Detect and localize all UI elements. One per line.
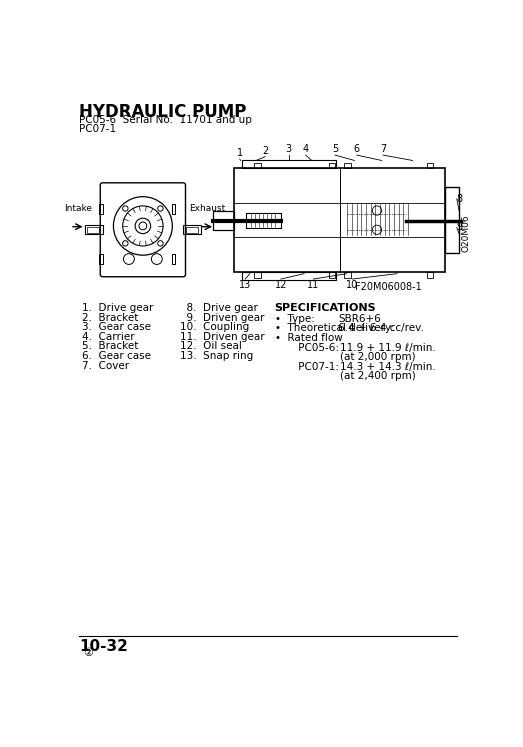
Text: F20M06008-1: F20M06008-1 — [355, 282, 422, 292]
Text: 4.  Carrier: 4. Carrier — [83, 332, 135, 342]
Text: SPECIFICATIONS: SPECIFICATIONS — [275, 303, 376, 313]
Text: PC07-1: PC07-1 — [79, 123, 117, 134]
Text: •  Theoretical delivery:: • Theoretical delivery: — [275, 323, 394, 333]
Text: 10: 10 — [346, 280, 358, 290]
Text: 6: 6 — [354, 144, 360, 155]
Text: HYDRAULIC PUMP: HYDRAULIC PUMP — [79, 103, 247, 121]
Text: 2.  Bracket: 2. Bracket — [83, 312, 139, 323]
Bar — [99, 204, 103, 214]
Text: 3: 3 — [286, 144, 292, 155]
Text: •  Type:: • Type: — [275, 314, 314, 323]
Bar — [186, 226, 198, 233]
Text: 8.  Drive gear: 8. Drive gear — [180, 303, 258, 313]
Text: 2: 2 — [262, 146, 268, 156]
Text: 13.  Snap ring: 13. Snap ring — [180, 351, 253, 361]
Text: PC05-6:: PC05-6: — [282, 343, 339, 353]
Text: 8: 8 — [457, 194, 463, 204]
Text: Exhaust: Exhaust — [189, 204, 225, 213]
Text: 5.  Bracket: 5. Bracket — [83, 341, 139, 351]
Bar — [329, 272, 335, 278]
Text: •  Rated flow: • Rated flow — [275, 333, 343, 343]
Bar — [255, 272, 260, 278]
Text: PC05-6  Serial No.  11701 and up: PC05-6 Serial No. 11701 and up — [79, 115, 252, 125]
Bar — [183, 225, 201, 235]
Bar — [213, 211, 234, 230]
Text: 11.9 + 11.9 ℓ/min.: 11.9 + 11.9 ℓ/min. — [340, 343, 436, 353]
Text: 12.  Oil seal: 12. Oil seal — [180, 341, 242, 351]
Text: 7: 7 — [380, 144, 386, 155]
Text: 3.  Gear case: 3. Gear case — [83, 322, 152, 332]
Bar — [255, 163, 260, 168]
Bar — [445, 187, 459, 253]
Text: 6.  Gear case: 6. Gear case — [83, 351, 152, 361]
Bar — [242, 272, 336, 280]
Bar — [344, 163, 350, 168]
Text: 9: 9 — [457, 223, 463, 232]
Text: (at 2,000 rpm): (at 2,000 rpm) — [340, 352, 416, 362]
Bar — [85, 225, 103, 235]
Text: 9.  Driven gear: 9. Driven gear — [180, 312, 265, 323]
Bar — [234, 168, 445, 272]
Bar — [172, 204, 175, 214]
Text: 10-32: 10-32 — [79, 639, 128, 654]
Text: 11.  Driven gear: 11. Driven gear — [180, 332, 265, 342]
Text: ②: ② — [84, 648, 94, 658]
Text: 6.4 + 6.4 cc/rev.: 6.4 + 6.4 cc/rev. — [338, 323, 424, 333]
Text: 13: 13 — [239, 280, 251, 290]
Bar — [242, 161, 336, 168]
Text: 1.  Drive gear: 1. Drive gear — [83, 303, 154, 313]
Text: PC07-1:: PC07-1: — [282, 362, 339, 372]
Text: (at 2,400 rpm): (at 2,400 rpm) — [340, 371, 416, 382]
Bar — [427, 272, 433, 278]
Bar — [87, 226, 99, 233]
Text: 5: 5 — [332, 144, 338, 155]
Bar — [344, 272, 350, 278]
Bar — [99, 254, 103, 264]
Bar — [329, 163, 335, 168]
Text: 4: 4 — [303, 144, 309, 155]
Text: 10.  Coupling: 10. Coupling — [180, 322, 249, 332]
Text: 11: 11 — [307, 280, 320, 290]
Bar — [427, 163, 433, 168]
Text: 14.3 + 14.3 ℓ/min.: 14.3 + 14.3 ℓ/min. — [340, 362, 436, 372]
Text: O20M06: O20M06 — [462, 215, 471, 252]
Text: 7.  Cover: 7. Cover — [83, 361, 130, 371]
Text: SBR6+6: SBR6+6 — [338, 314, 381, 323]
Bar — [172, 254, 175, 264]
Text: 1: 1 — [237, 148, 243, 158]
Text: Intake: Intake — [64, 204, 92, 213]
Text: 12: 12 — [275, 280, 287, 290]
Bar — [246, 213, 281, 229]
